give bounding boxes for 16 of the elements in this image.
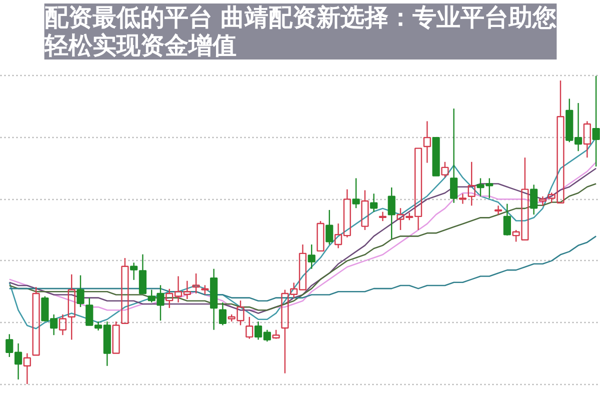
candlestick	[530, 184, 538, 216]
candlestick	[58, 314, 67, 336]
candlestick	[423, 120, 431, 164]
candlestick	[468, 161, 476, 206]
candlestick	[23, 352, 31, 385]
candlestick	[378, 211, 387, 222]
candlestick	[494, 205, 502, 216]
candlestick	[450, 108, 458, 204]
candlestick	[68, 274, 76, 340]
candlestick	[370, 193, 378, 212]
candlestick	[583, 120, 591, 158]
candlestick	[458, 193, 467, 204]
candlestick	[130, 262, 138, 281]
candlestick	[592, 75, 600, 168]
candlestick	[538, 196, 547, 206]
candlestick	[210, 268, 218, 330]
